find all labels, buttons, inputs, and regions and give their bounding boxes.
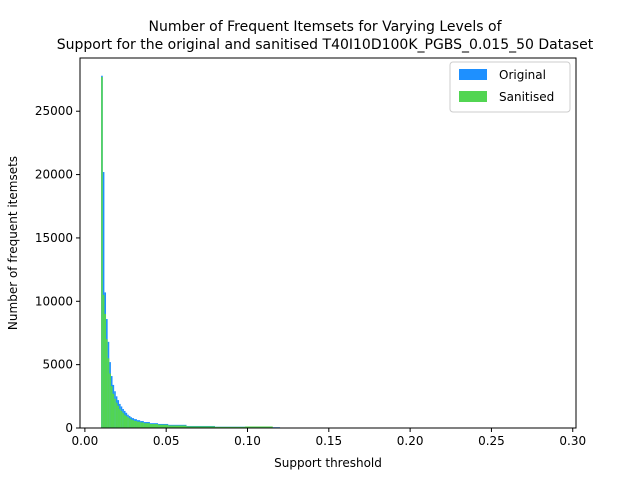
bar-sanitised [109, 373, 111, 428]
x-tick-label: 0.30 [559, 434, 586, 448]
bar-sanitised [168, 425, 187, 428]
x-tick-label: 0.05 [153, 434, 180, 448]
x-tick-label: 0.20 [397, 434, 424, 448]
bar-sanitised [134, 420, 137, 428]
bar-sanitised [245, 426, 273, 428]
bar-sanitised [122, 412, 124, 428]
bar-sanitised [123, 414, 126, 428]
bar-sanitised [104, 313, 107, 428]
y-tick-label: 5000 [42, 358, 73, 372]
y-tick-label: 10000 [35, 294, 73, 308]
bar-sanitised [149, 424, 159, 428]
bar-sanitised [186, 426, 215, 428]
bar-sanitised [115, 402, 118, 428]
y-axis-label: Number of frequent itemsets [6, 156, 20, 330]
bar-sanitised [107, 358, 110, 428]
chart-title-line-1: Number of Frequent Itemsets for Varying … [148, 19, 502, 35]
x-tick-label: 0.10 [234, 434, 261, 448]
bar-sanitised [101, 77, 103, 428]
bar-sanitised [110, 386, 113, 428]
x-tick-label: 0.00 [72, 434, 99, 448]
legend-swatch-sanitised [459, 91, 487, 102]
x-axis-ticks: 0.00 0.05 0.10 0.15 0.20 0.25 0.30 [72, 428, 586, 448]
bar-sanitised [112, 393, 115, 428]
legend-swatch-original [459, 69, 487, 80]
bar-sanitised [140, 422, 144, 428]
bar-sanitised [158, 424, 169, 428]
bar-sanitised [127, 417, 129, 428]
bar-sanitised [136, 421, 141, 428]
y-tick-label: 0 [65, 421, 73, 435]
bar-sanitised [114, 398, 116, 428]
legend-label-original: Original [499, 68, 546, 82]
bar-sanitised [102, 294, 105, 428]
bar-sanitised [120, 410, 123, 428]
bar-sanitised [130, 419, 133, 428]
chart-title: Number of Frequent Itemsets for Varying … [57, 19, 594, 53]
bar-sanitised [128, 418, 131, 428]
bar-sanitised [125, 415, 128, 428]
y-axis-ticks: 0 5000 10000 15000 20000 25000 [35, 104, 80, 435]
y-tick-label: 15000 [35, 231, 73, 245]
x-axis-label: Support threshold [274, 456, 382, 470]
chart-title-line-2: Support for the original and sanitised T… [57, 37, 594, 53]
y-tick-label: 25000 [35, 104, 73, 118]
legend-label-sanitised: Sanitised [499, 90, 554, 104]
bar-sanitised [106, 339, 108, 428]
histogram-bars [101, 75, 281, 429]
x-tick-label: 0.15 [315, 434, 342, 448]
bar-sanitised [132, 420, 135, 428]
bar-sanitised [119, 408, 121, 428]
legend: Original Sanitised [449, 61, 571, 113]
bar-sanitised [214, 426, 246, 428]
y-tick-label: 20000 [35, 168, 73, 182]
x-tick-label: 0.25 [478, 434, 505, 448]
bar-sanitised [117, 405, 120, 428]
plot-frame [79, 57, 577, 429]
bar-sanitised [143, 423, 150, 428]
